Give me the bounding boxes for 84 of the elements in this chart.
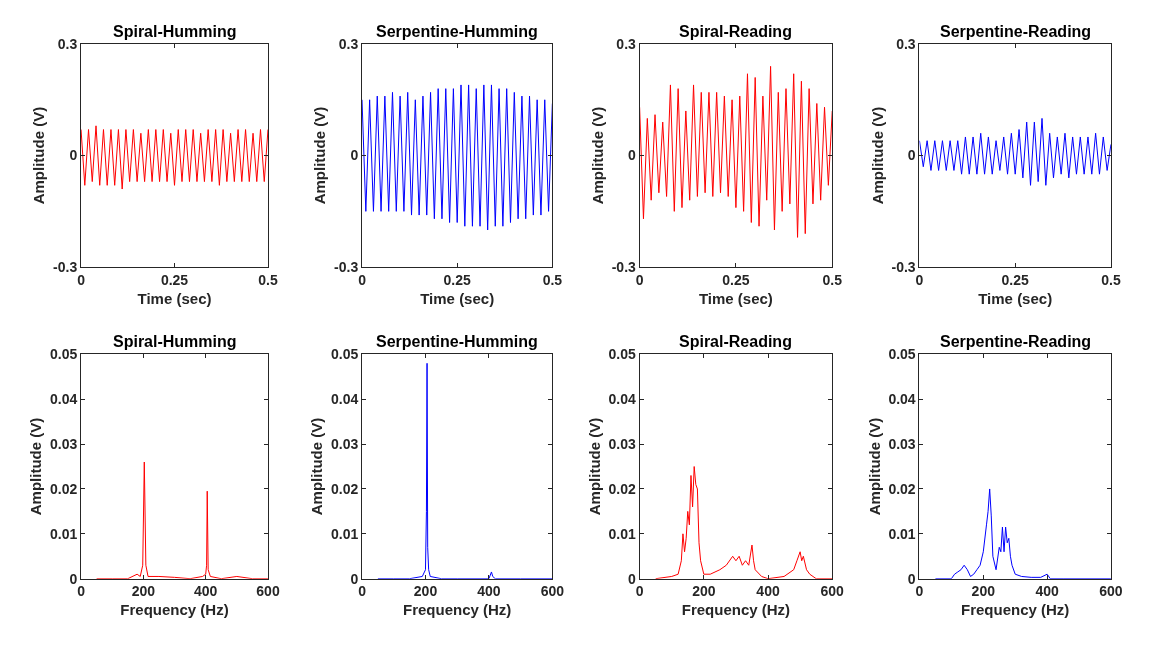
x-tick-label: 200 — [413, 583, 438, 600]
line-series — [919, 117, 1111, 186]
y-tick-label: 0.01 — [49, 525, 78, 542]
x-tick-label: 200 — [131, 583, 156, 600]
chart-title: Spiral-Reading — [679, 23, 792, 40]
y-axis-title: Amplitude (V) — [588, 106, 606, 205]
y-tick-label: 0.03 — [608, 435, 637, 452]
y-axis-title: Amplitude (V) — [308, 417, 326, 516]
x-axis-title: Time (sec) — [698, 289, 773, 307]
y-tick-label: 0.01 — [608, 525, 637, 542]
y-axis-title: Amplitude (V) — [865, 417, 883, 516]
x-tick-label: 0.25 — [722, 271, 750, 288]
y-tick-label: 0 — [69, 147, 78, 164]
y-tick-label: 0.03 — [330, 435, 359, 452]
x-tick-label: 200 — [971, 583, 996, 600]
y-tick-label: 0.01 — [888, 525, 916, 542]
y-tick-label: -0.3 — [891, 259, 916, 276]
y-tick-label: 0.03 — [888, 435, 916, 452]
y-axis-title: Amplitude (V) — [311, 106, 329, 205]
x-axis-title: Frequency (Hz) — [681, 601, 791, 619]
x-tick-label: 400 — [756, 583, 780, 600]
y-axis-title: Amplitude (V) — [868, 106, 886, 205]
x-tick-label: 400 — [1035, 583, 1060, 600]
y-tick-label: -0.3 — [611, 259, 637, 276]
y-tick-label: 0.04 — [330, 391, 359, 408]
y-tick-label: 0.3 — [616, 35, 637, 52]
y-tick-label: 0.3 — [896, 35, 916, 52]
x-tick-label: 200 — [692, 583, 716, 600]
y-tick-label: 0.02 — [330, 480, 359, 497]
y-tick-label: 0 — [350, 147, 359, 164]
x-tick-label: 600 — [540, 583, 565, 600]
x-tick-label: 0.25 — [443, 271, 472, 288]
y-tick-label: -0.3 — [334, 259, 359, 276]
x-tick-label: 0.5 — [258, 271, 278, 288]
x-tick-label: 400 — [477, 583, 501, 600]
x-axis-title: Time (sec) — [978, 289, 1053, 307]
y-tick-label: 0.04 — [608, 391, 637, 408]
chart-title: Serpentine-Humming — [376, 23, 538, 40]
x-tick-label: 600 — [1099, 583, 1123, 600]
chart-title: Spiral-Humming — [113, 333, 237, 350]
y-tick-label: 0.3 — [338, 35, 359, 52]
x-tick-label: 0.5 — [822, 271, 843, 288]
y-tick-label: 0.3 — [57, 35, 78, 52]
y-tick-label: 0.02 — [608, 480, 637, 497]
x-tick-label: 400 — [193, 583, 218, 600]
chart-title: Serpentine-Reading — [940, 333, 1092, 350]
y-tick-label: 0 — [907, 570, 916, 587]
y-tick-label: 0.04 — [888, 391, 916, 408]
x-tick-label: 0.25 — [160, 271, 189, 288]
line-series — [362, 84, 553, 231]
chart-title: Spiral-Reading — [679, 333, 792, 350]
chart-title: Serpentine-Reading — [940, 23, 1092, 40]
y-tick-label: 0 — [628, 147, 637, 164]
x-tick-label: 0.25 — [1001, 271, 1030, 288]
x-tick-label: 600 — [256, 583, 280, 600]
y-tick-label: 0 — [628, 570, 637, 587]
x-tick-label: 600 — [820, 583, 845, 600]
x-axis-title: Time (sec) — [420, 289, 495, 307]
y-axis-title: Amplitude (V) — [585, 417, 603, 516]
y-tick-label: 0.02 — [888, 480, 916, 497]
y-tick-label: 0 — [350, 570, 359, 587]
y-tick-label: 0.05 — [888, 346, 916, 363]
x-axis-title: Frequency (Hz) — [403, 601, 512, 619]
x-axis-title: Time (sec) — [137, 289, 212, 307]
y-tick-label: 0.05 — [49, 346, 78, 363]
x-tick-label: 0.5 — [542, 271, 563, 288]
line-series — [639, 65, 833, 238]
y-tick-label: 0 — [69, 570, 78, 587]
y-axis-title: Amplitude (V) — [30, 106, 48, 205]
y-tick-label: 0.05 — [608, 346, 637, 363]
chart-title: Serpentine-Humming — [376, 333, 538, 350]
x-axis-title: Frequency (Hz) — [961, 601, 1070, 619]
x-axis-title: Frequency (Hz) — [120, 601, 229, 619]
y-tick-label: 0.03 — [49, 435, 78, 452]
y-tick-label: 0 — [907, 147, 916, 164]
y-tick-label: 0.05 — [330, 346, 359, 363]
y-tick-label: 0.02 — [49, 480, 78, 497]
x-tick-label: 0.5 — [1101, 271, 1121, 288]
chart-title: Spiral-Humming — [113, 23, 237, 40]
y-tick-label: 0.01 — [330, 525, 359, 542]
y-tick-label: 0.04 — [49, 391, 78, 408]
y-tick-label: -0.3 — [53, 259, 78, 276]
y-axis-title: Amplitude (V) — [27, 417, 45, 516]
line-series — [81, 125, 268, 190]
